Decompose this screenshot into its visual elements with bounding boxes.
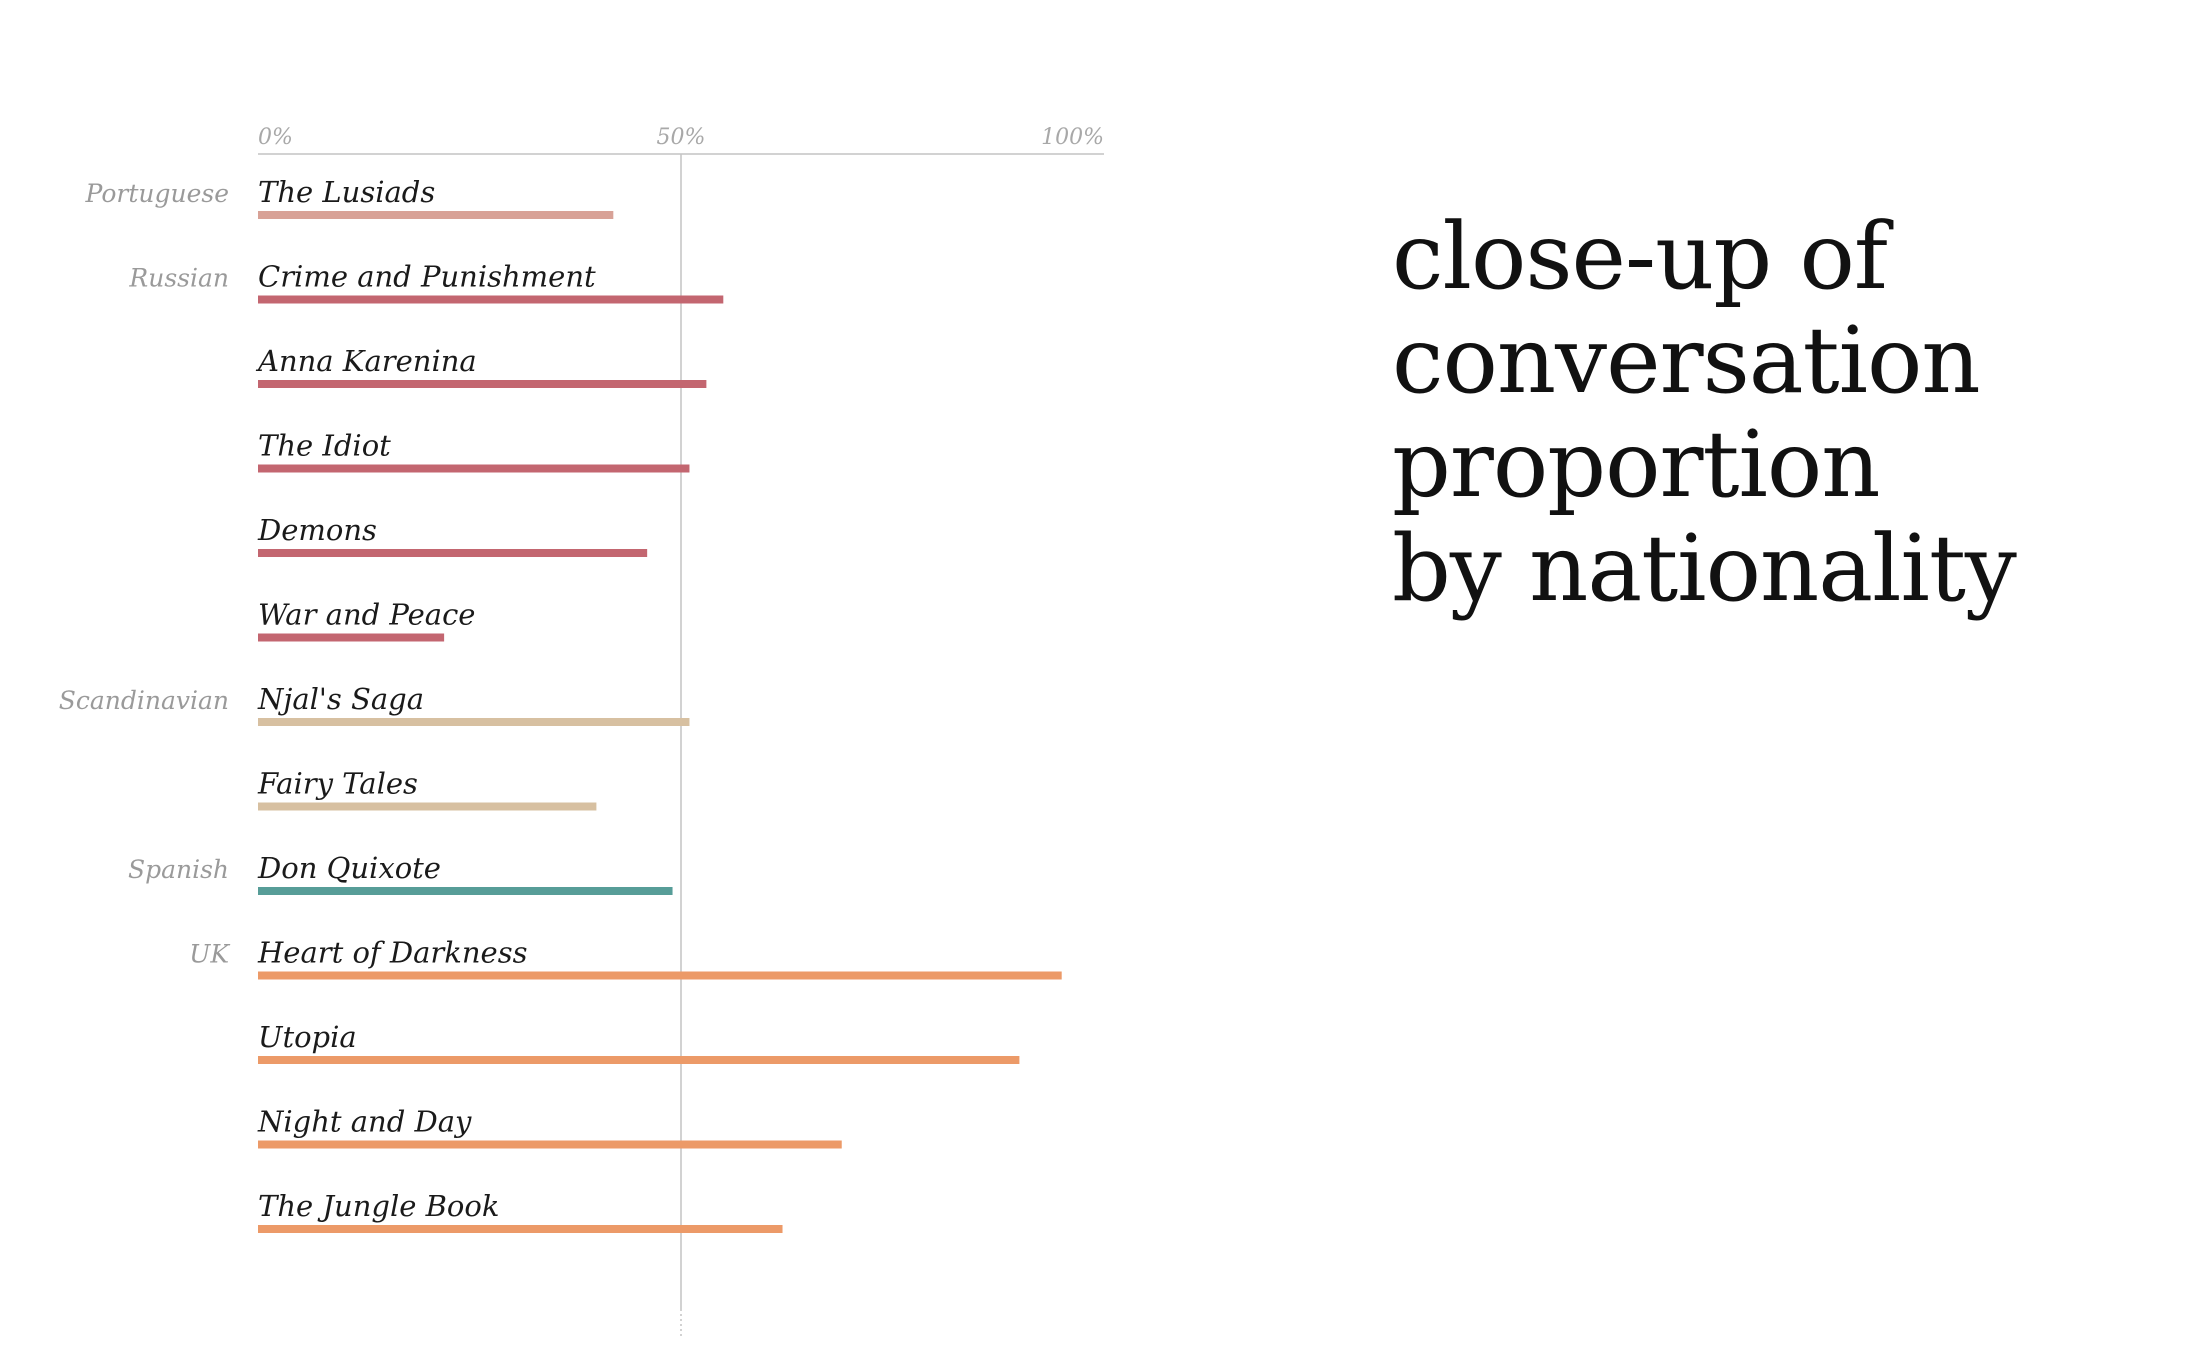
book-label: Crime and Punishment bbox=[258, 260, 596, 294]
bar bbox=[258, 464, 690, 473]
headline-line: by nationality bbox=[1392, 515, 2017, 622]
chart-row: The Jungle Book bbox=[258, 1189, 783, 1233]
chart-row: UK Heart of Darkness bbox=[189, 936, 1062, 980]
chart-row: Demons bbox=[257, 513, 648, 557]
book-label: Demons bbox=[257, 513, 377, 547]
book-label: Don Quixote bbox=[257, 851, 441, 885]
x-tick-label: 0% bbox=[258, 125, 293, 150]
bar bbox=[258, 802, 597, 811]
chart-row: War and Peace bbox=[258, 598, 475, 642]
group-label: Portuguese bbox=[85, 179, 229, 208]
chart-row: Anna Karenina bbox=[255, 344, 707, 388]
bar bbox=[258, 1056, 1020, 1064]
chart-row: The Idiot bbox=[258, 429, 690, 473]
bar bbox=[258, 380, 707, 388]
conversation-proportion-chart: 0% 50% 100% Portuguese The Lusiads Russian Cr… bbox=[59, 125, 1104, 1337]
bar bbox=[258, 1225, 783, 1233]
x-tick-label: 100% bbox=[1041, 125, 1104, 150]
headline-line: conversation bbox=[1392, 307, 1981, 414]
book-label: Heart of Darkness bbox=[257, 936, 527, 970]
book-label: Fairy Tales bbox=[257, 767, 418, 801]
bar bbox=[258, 549, 648, 557]
book-label: The Lusiads bbox=[258, 175, 435, 209]
chart-row: Night and Day bbox=[257, 1105, 842, 1149]
chart-row: Portuguese The Lusiads bbox=[85, 175, 614, 219]
chart-row: Spanish Don Quixote bbox=[128, 851, 673, 895]
bar bbox=[258, 211, 614, 219]
bar bbox=[258, 718, 690, 726]
bar bbox=[258, 887, 673, 895]
x-axis: 0% 50% 100% bbox=[258, 125, 1104, 1337]
chart-row: Utopia bbox=[258, 1020, 1020, 1064]
headline-line: close-up of bbox=[1392, 203, 1888, 310]
group-label: Scandinavian bbox=[59, 686, 229, 715]
group-label: Russian bbox=[128, 264, 229, 293]
book-label: Anna Karenina bbox=[255, 344, 477, 378]
chart-row: Russian Crime and Punishment bbox=[128, 260, 724, 304]
book-label: War and Peace bbox=[258, 598, 475, 632]
bar bbox=[258, 633, 445, 642]
book-label: Njal's Saga bbox=[257, 682, 424, 716]
group-label: UK bbox=[189, 940, 230, 969]
chart-row: Fairy Tales bbox=[257, 767, 597, 811]
book-label: Utopia bbox=[258, 1020, 357, 1054]
book-label: The Jungle Book bbox=[258, 1189, 499, 1223]
x-tick-label: 50% bbox=[657, 125, 706, 150]
book-label: Night and Day bbox=[257, 1105, 472, 1139]
book-label: The Idiot bbox=[258, 429, 391, 463]
bar bbox=[258, 971, 1062, 980]
group-label: Spanish bbox=[128, 855, 229, 884]
chart-headline: close-up of conversation proportion by n… bbox=[1392, 205, 2152, 621]
chart-rows: Portuguese The Lusiads Russian Crime and Pu… bbox=[59, 175, 1062, 1233]
bar bbox=[258, 295, 724, 304]
bar bbox=[258, 1140, 842, 1149]
headline-line: proportion bbox=[1392, 411, 1881, 518]
chart-row: Scandinavian Njal's Saga bbox=[59, 682, 690, 726]
